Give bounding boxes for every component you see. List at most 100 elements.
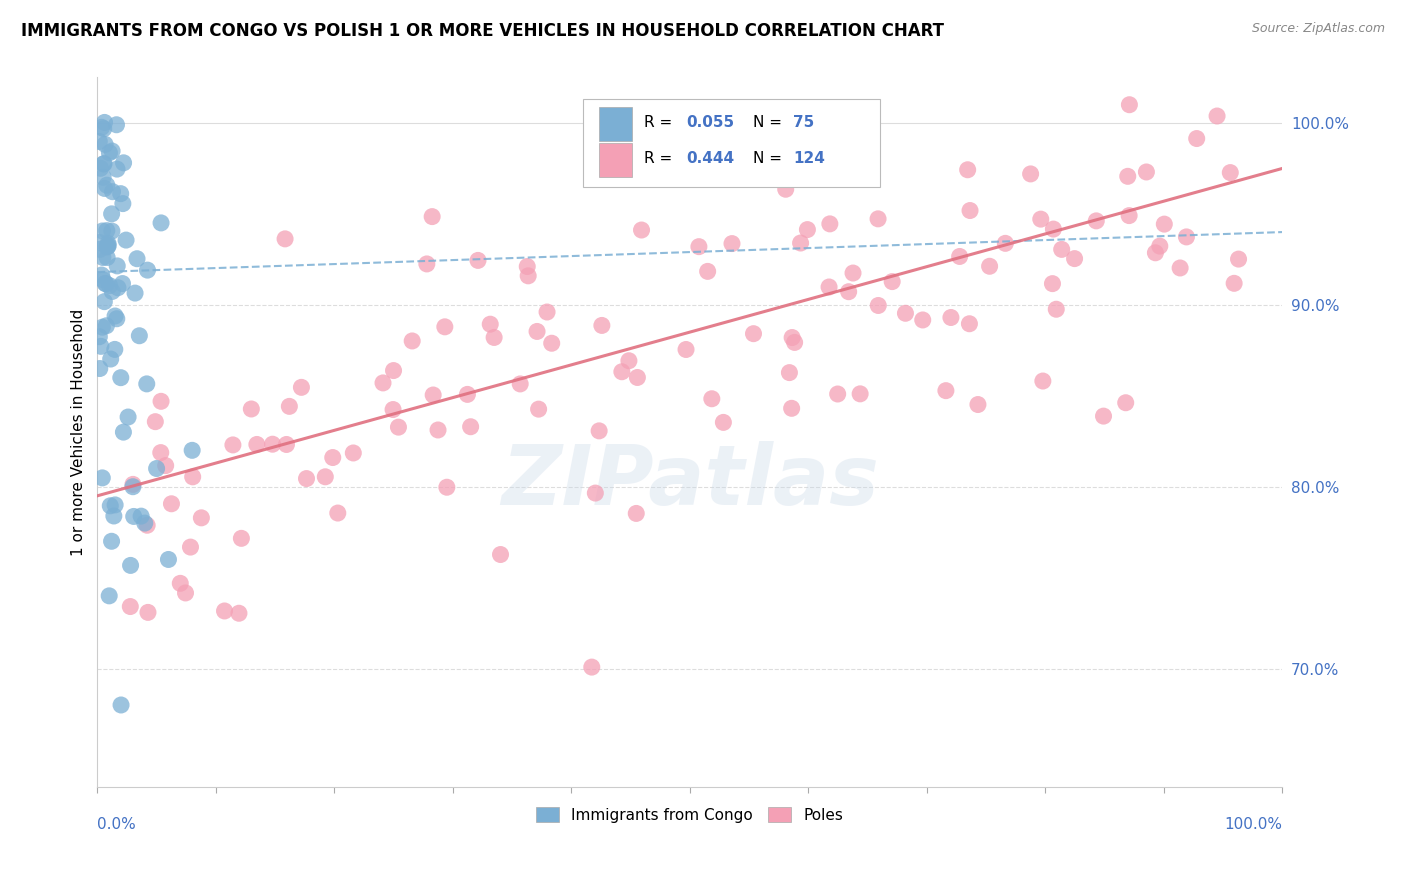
Point <box>120 558 142 573</box>
Point <box>626 507 648 521</box>
Point <box>174 586 197 600</box>
Point <box>420 210 443 224</box>
Point <box>105 311 128 326</box>
Point <box>231 532 253 546</box>
Point <box>89 243 111 257</box>
Point <box>713 416 735 430</box>
Point <box>101 144 124 158</box>
Point <box>583 486 606 500</box>
Point <box>526 325 548 339</box>
Point <box>1175 230 1198 244</box>
Point <box>460 419 482 434</box>
Point <box>688 240 710 254</box>
Point <box>240 401 263 416</box>
Point <box>868 298 890 312</box>
Y-axis label: 1 or more Vehicles in Household: 1 or more Vehicles in Household <box>72 309 86 556</box>
Point <box>91 251 114 265</box>
Point <box>136 606 159 620</box>
Point <box>700 392 723 406</box>
Point <box>115 233 138 247</box>
FancyBboxPatch shape <box>599 107 631 141</box>
Point <box>128 328 150 343</box>
Point <box>107 281 129 295</box>
Point <box>1063 252 1085 266</box>
Point <box>1223 277 1246 291</box>
Point <box>101 285 124 299</box>
Point <box>124 286 146 301</box>
Point <box>842 266 865 280</box>
Point <box>959 203 981 218</box>
Point <box>111 196 134 211</box>
Point <box>89 135 111 149</box>
Point <box>979 260 1001 274</box>
Point <box>1115 395 1137 409</box>
Point <box>517 268 540 283</box>
Point <box>134 516 156 530</box>
Point <box>1116 169 1139 184</box>
Point <box>89 329 111 343</box>
Point <box>122 480 145 494</box>
Text: ZIPatlas: ZIPatlas <box>501 442 879 523</box>
Point <box>90 268 112 282</box>
Point <box>630 223 652 237</box>
Point <box>112 156 135 170</box>
Point <box>382 402 405 417</box>
Point <box>939 310 962 325</box>
Point <box>103 508 125 523</box>
Point <box>90 120 112 135</box>
Point <box>1029 212 1052 227</box>
Point <box>1045 302 1067 317</box>
Point <box>98 145 121 160</box>
Point <box>422 388 444 402</box>
Point <box>581 660 603 674</box>
Point <box>110 370 132 384</box>
Point <box>93 157 115 171</box>
Text: R =: R = <box>644 115 676 130</box>
Point <box>96 251 118 265</box>
Point <box>89 361 111 376</box>
Point <box>1042 222 1064 236</box>
Point <box>96 239 118 253</box>
Point <box>97 238 120 252</box>
Point <box>111 277 134 291</box>
Point <box>1227 252 1250 266</box>
Point <box>849 387 872 401</box>
Point <box>894 306 917 320</box>
Text: N =: N = <box>752 151 786 166</box>
Point <box>136 518 159 533</box>
Point <box>818 217 841 231</box>
Point <box>433 319 456 334</box>
Point <box>780 401 803 416</box>
Point <box>278 400 301 414</box>
Point <box>94 277 117 291</box>
Point <box>246 437 269 451</box>
Point <box>911 313 934 327</box>
Text: 75: 75 <box>793 115 814 130</box>
Point <box>295 472 318 486</box>
Point <box>97 236 120 251</box>
Point <box>789 235 811 250</box>
FancyBboxPatch shape <box>599 143 631 177</box>
Point <box>780 330 803 344</box>
Text: Source: ZipAtlas.com: Source: ZipAtlas.com <box>1251 22 1385 36</box>
Point <box>91 273 114 287</box>
Point <box>778 366 800 380</box>
Point <box>416 257 439 271</box>
Point <box>100 207 122 221</box>
Point <box>93 294 115 309</box>
Point <box>155 458 177 473</box>
Point <box>181 443 204 458</box>
Point <box>135 376 157 391</box>
Point <box>1149 239 1171 253</box>
Point <box>157 552 180 566</box>
Point <box>482 330 505 344</box>
Point <box>91 471 114 485</box>
Point <box>1050 243 1073 257</box>
Point <box>179 540 201 554</box>
Point <box>763 155 786 169</box>
Point <box>122 509 145 524</box>
Point <box>1085 214 1108 228</box>
Point <box>105 162 128 177</box>
Point <box>150 216 173 230</box>
Point <box>527 402 550 417</box>
